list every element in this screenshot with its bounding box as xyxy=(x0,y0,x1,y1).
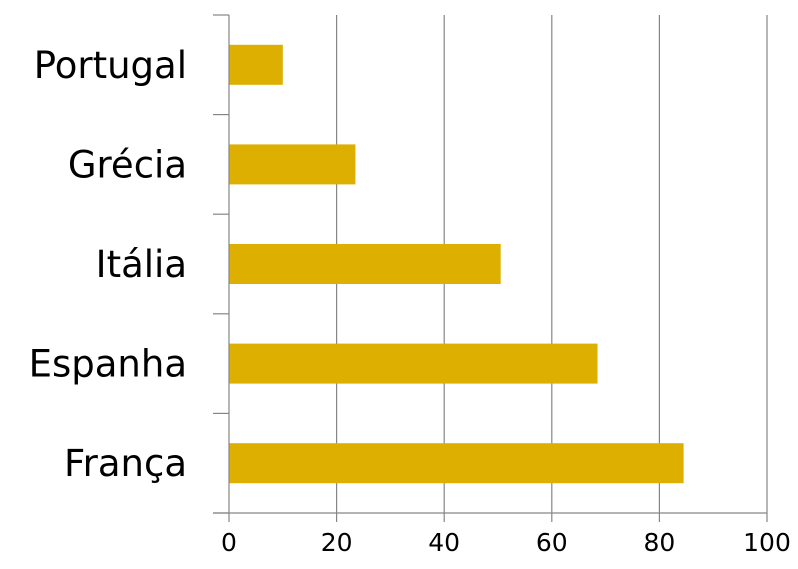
x-tick-label: 80 xyxy=(643,528,675,557)
x-tick-label: 20 xyxy=(321,528,353,557)
axes xyxy=(213,14,768,522)
x-tick-label: 0 xyxy=(221,528,237,557)
x-tick-labels: 0 20 40 60 80 100 xyxy=(221,528,791,557)
bar xyxy=(229,244,501,284)
x-tick-label: 60 xyxy=(536,528,568,557)
x-tick-label: 40 xyxy=(428,528,460,557)
category-label: Grécia xyxy=(68,143,187,186)
bars xyxy=(229,44,684,484)
category-labels: Portugal Grécia Itália Espanha França xyxy=(29,44,187,485)
bar xyxy=(229,44,283,85)
category-label: Espanha xyxy=(29,343,187,386)
category-label: Portugal xyxy=(34,44,187,87)
bar xyxy=(229,443,684,484)
bar xyxy=(229,144,356,185)
category-label: França xyxy=(64,442,187,485)
category-label: Itália xyxy=(96,243,187,286)
gridlines xyxy=(336,15,768,513)
x-tick-label: 100 xyxy=(743,528,791,557)
bar xyxy=(229,343,598,384)
